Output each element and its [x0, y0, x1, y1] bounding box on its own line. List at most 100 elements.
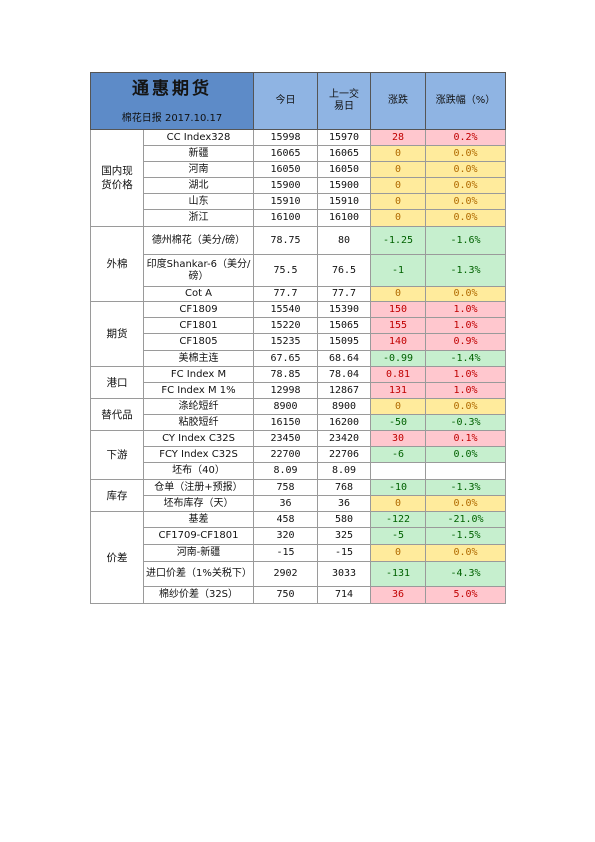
change-value-cell: 0 — [370, 177, 426, 194]
previous-value-cell: 8.09 — [317, 462, 371, 480]
previous-value-cell: 15910 — [317, 193, 371, 210]
cotton-daily-report-table: 通惠期货 棉花日报 2017.10.17 今日 上一交易日 涨跌 涨跌幅（%） … — [90, 72, 506, 604]
today-value-cell: 750 — [253, 586, 318, 604]
item-name-cell: 美棉主连 — [143, 350, 254, 367]
item-name-cell: CY Index C32S — [143, 430, 254, 447]
today-value-cell: 758 — [253, 479, 318, 496]
section-label: 库存 — [90, 479, 144, 512]
table-row: 港口 FC Index M 78.85 78.04 0.81 1.0% — [90, 366, 506, 399]
change-percent-cell: -1.3% — [425, 254, 506, 287]
item-name-cell: 河南-新疆 — [143, 544, 254, 562]
item-name-cell: 德州棉花（美分/磅） — [143, 226, 254, 255]
previous-value-cell: 80 — [317, 226, 371, 255]
change-percent-cell: -1.5% — [425, 527, 506, 545]
table-row: 价差 基差 458 580 -122 -21.0% — [90, 511, 506, 604]
change-value-cell: -6 — [370, 446, 426, 463]
today-value-cell: 15235 — [253, 333, 318, 351]
previous-value-cell: 15095 — [317, 333, 371, 351]
change-percent-cell: 0.0% — [425, 495, 506, 512]
today-value-cell: 36 — [253, 495, 318, 512]
table-row: 新疆 16065 16065 0 0.0% — [91, 145, 506, 162]
previous-value-cell: 22706 — [317, 446, 371, 463]
table-row: 进口价差（1%关税下） 2902 3033 -131 -4.3% — [91, 561, 506, 587]
today-value-cell: 15540 — [253, 301, 318, 318]
change-percent-cell: -0.3% — [425, 414, 506, 431]
table-row: FC Index M 1% 12998 12867 131 1.0% — [91, 382, 506, 399]
item-name-cell: CF1801 — [143, 317, 254, 334]
header-row: 通惠期货 棉花日报 2017.10.17 今日 上一交易日 涨跌 涨跌幅（%） — [90, 72, 506, 130]
section-label: 国内现货价格 — [90, 129, 144, 227]
change-value-cell: -122 — [370, 511, 426, 528]
table-row: CF1709-CF1801 320 325 -5 -1.5% — [91, 527, 506, 545]
previous-value-cell: 15900 — [317, 177, 371, 194]
previous-value-cell: 16100 — [317, 209, 371, 227]
item-name-cell: 新疆 — [143, 145, 254, 162]
item-name-cell: 棉纱价差（32S） — [143, 586, 254, 604]
previous-value-cell: 77.7 — [317, 286, 371, 302]
change-percent-cell: 0.0% — [425, 446, 506, 463]
table-row: FCY Index C32S 22700 22706 -6 0.0% — [91, 446, 506, 463]
previous-value-cell: 714 — [317, 586, 371, 604]
table-row: 坯布（40） 8.09 8.09 — [91, 462, 506, 480]
change-percent-cell: -1.4% — [425, 350, 506, 367]
previous-value-cell: 8900 — [317, 398, 371, 415]
item-name-cell: 湖北 — [143, 177, 254, 194]
change-percent-cell: -4.3% — [425, 561, 506, 587]
item-name-cell: 涤纶短纤 — [143, 398, 254, 415]
change-value-cell: -10 — [370, 479, 426, 496]
previous-value-cell: 15970 — [317, 129, 371, 146]
item-name-cell: 粘胶短纤 — [143, 414, 254, 431]
today-value-cell: 75.5 — [253, 254, 318, 287]
today-value-cell: 320 — [253, 527, 318, 545]
previous-value-cell: 16050 — [317, 161, 371, 178]
report-title-block: 通惠期货 棉花日报 2017.10.17 — [92, 74, 253, 129]
table-row: 河南-新疆 -15 -15 0 0.0% — [91, 544, 506, 562]
today-value-cell: 67.65 — [253, 350, 318, 367]
change-value-cell: 0.81 — [370, 366, 426, 383]
change-percent-cell: 0.1% — [425, 430, 506, 447]
section-label: 期货 — [90, 301, 144, 367]
column-header-change: 涨跌 — [370, 72, 426, 130]
change-percent-cell: -1.6% — [425, 226, 506, 255]
change-value-cell: -1.25 — [370, 226, 426, 255]
change-percent-cell: 0.0% — [425, 161, 506, 178]
change-value-cell: -0.99 — [370, 350, 426, 367]
change-value-cell — [370, 462, 426, 480]
change-value-cell: 0 — [370, 398, 426, 415]
change-value-cell: 131 — [370, 382, 426, 399]
change-value-cell: -5 — [370, 527, 426, 545]
change-percent-cell: 0.2% — [425, 129, 506, 146]
change-value-cell: 0 — [370, 544, 426, 562]
change-percent-cell: 0.0% — [425, 193, 506, 210]
item-name-cell: 印度Shankar-6（美分/磅） — [143, 254, 254, 287]
table-row: 美棉主连 67.65 68.64 -0.99 -1.4% — [91, 350, 506, 367]
change-percent-cell: -1.3% — [425, 479, 506, 496]
report-title-cell: 通惠期货 棉花日报 2017.10.17 — [90, 72, 254, 130]
previous-value-cell: 15390 — [317, 301, 371, 318]
change-value-cell: 30 — [370, 430, 426, 447]
previous-value-cell: 16065 — [317, 145, 371, 162]
change-value-cell: -131 — [370, 561, 426, 587]
table-row: CF1805 15235 15095 140 0.9% — [91, 333, 506, 351]
today-value-cell: 15998 — [253, 129, 318, 146]
change-value-cell: -1 — [370, 254, 426, 287]
table-row: 河南 16050 16050 0 0.0% — [91, 161, 506, 178]
previous-value-cell: 78.04 — [317, 366, 371, 383]
change-value-cell: 28 — [370, 129, 426, 146]
item-name-cell: 河南 — [143, 161, 254, 178]
today-value-cell: 22700 — [253, 446, 318, 463]
item-name-cell: CF1805 — [143, 333, 254, 351]
item-name-cell: FC Index M — [143, 366, 254, 383]
previous-value-cell: 325 — [317, 527, 371, 545]
item-name-cell: 浙江 — [143, 209, 254, 227]
section-label: 港口 — [90, 366, 144, 399]
item-name-cell: 基差 — [143, 511, 254, 528]
change-percent-cell: 0.0% — [425, 544, 506, 562]
change-percent-cell: 0.0% — [425, 145, 506, 162]
change-value-cell: 140 — [370, 333, 426, 351]
table-row: 库存 仓单（注册+预报） 758 768 -10 -1.3% — [90, 479, 506, 512]
section-label: 价差 — [90, 511, 144, 604]
section-label: 下游 — [90, 430, 144, 480]
column-header-today: 今日 — [253, 72, 318, 130]
table-row: 湖北 15900 15900 0 0.0% — [91, 177, 506, 194]
